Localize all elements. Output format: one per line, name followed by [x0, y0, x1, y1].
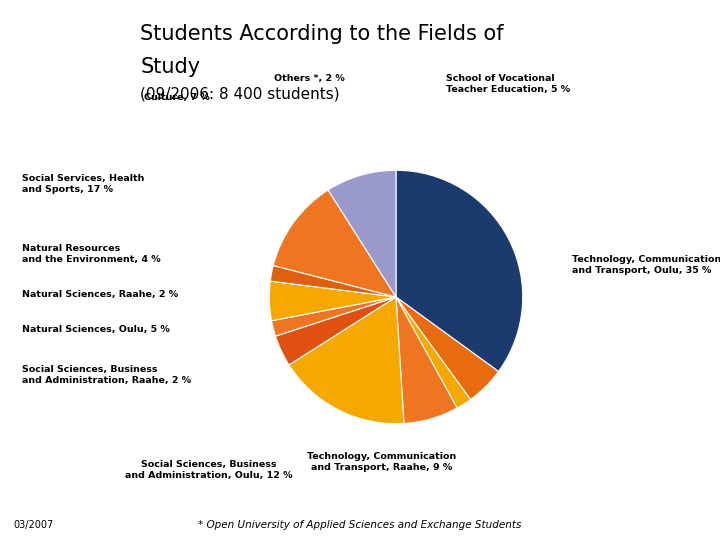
- Wedge shape: [396, 297, 470, 408]
- Wedge shape: [328, 170, 396, 297]
- Text: Social Services, Health
and Sports, 17 %: Social Services, Health and Sports, 17 %: [22, 173, 144, 194]
- Wedge shape: [271, 297, 396, 336]
- Wedge shape: [274, 190, 396, 297]
- Text: * Open University of Applied Sciences and Exchange Students: * Open University of Applied Sciences an…: [198, 520, 522, 530]
- Text: Study: Study: [140, 57, 201, 77]
- Text: 03/2007: 03/2007: [13, 520, 53, 530]
- Wedge shape: [289, 297, 404, 424]
- Text: Culture, 7 %: Culture, 7 %: [144, 93, 210, 102]
- Text: Natural Sciences, Oulu, 5 %: Natural Sciences, Oulu, 5 %: [22, 325, 169, 334]
- Text: Technology, Communication
and Transport, Raahe, 9 %: Technology, Communication and Transport,…: [307, 451, 456, 472]
- Text: Natural Sciences, Raahe, 2 %: Natural Sciences, Raahe, 2 %: [22, 290, 178, 299]
- Wedge shape: [396, 170, 523, 372]
- Text: Social Sciences, Business
and Administration, Raahe, 2 %: Social Sciences, Business and Administra…: [22, 365, 191, 386]
- Text: School of Vocational
Teacher Education, 5 %: School of Vocational Teacher Education, …: [446, 73, 570, 94]
- Text: Natural Resources
and the Environment, 4 %: Natural Resources and the Environment, 4…: [22, 244, 161, 264]
- Wedge shape: [396, 297, 498, 400]
- Wedge shape: [276, 297, 396, 365]
- Text: (09/2006: 8 400 students): (09/2006: 8 400 students): [140, 86, 340, 102]
- Text: Technology, Communication
and Transport, Oulu, 35 %: Technology, Communication and Transport,…: [572, 254, 720, 275]
- Text: Students According to the Fields of: Students According to the Fields of: [140, 24, 504, 44]
- Text: Social Sciences, Business
and Administration, Oulu, 12 %: Social Sciences, Business and Administra…: [125, 460, 292, 480]
- Text: Others *, 2 %: Others *, 2 %: [274, 74, 345, 83]
- Wedge shape: [270, 266, 396, 297]
- Wedge shape: [396, 297, 457, 423]
- Wedge shape: [269, 281, 396, 321]
